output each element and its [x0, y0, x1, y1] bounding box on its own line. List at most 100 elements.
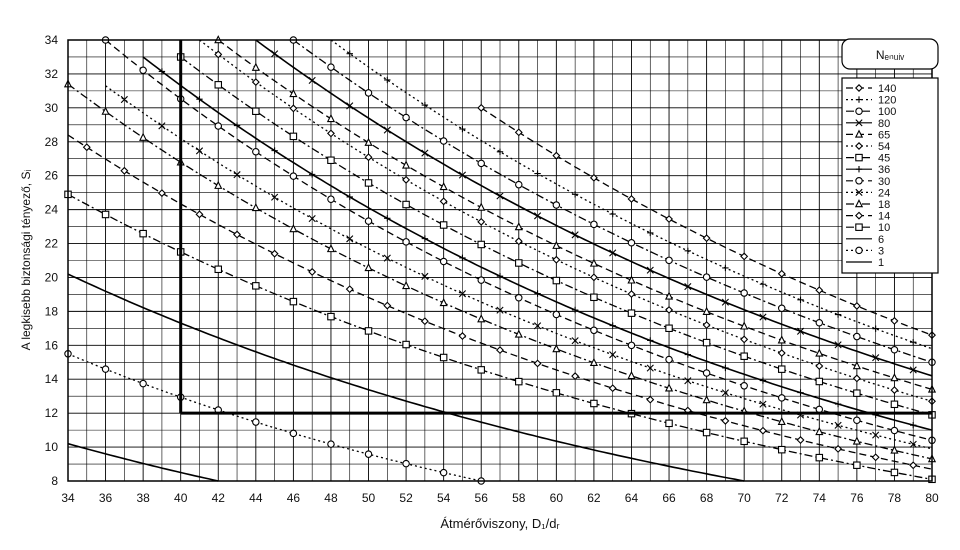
data-point-marker — [384, 215, 391, 222]
y-tick-labels: 8 10 12 14 16 18 20 22 24 26 28 30 32 34 — [45, 33, 59, 488]
data-point-marker — [327, 156, 335, 165]
legend-item: 6 — [846, 234, 884, 246]
data-point-marker — [120, 166, 129, 175]
data-point-marker — [589, 357, 599, 367]
data-point-marker — [855, 142, 863, 150]
data-point-marker — [459, 125, 466, 133]
data-point-marker — [890, 386, 899, 395]
data-point-marker — [534, 290, 541, 297]
data-point-marker — [684, 377, 692, 385]
data-point-marker — [890, 400, 899, 409]
data-point-marker — [815, 286, 824, 295]
data-point-marker — [815, 362, 824, 371]
data-point-marker — [665, 215, 674, 224]
data-point-marker — [477, 202, 486, 211]
legend-item: 120 — [846, 95, 896, 107]
data-point-marker — [909, 440, 917, 448]
data-point-marker — [702, 306, 711, 315]
data-point-marker — [665, 324, 673, 333]
data-point-marker — [383, 254, 391, 262]
data-point-marker — [852, 301, 861, 310]
legend-title: Nₑₙᵤᵢᵥ — [876, 48, 904, 62]
data-point-marker — [627, 194, 636, 203]
legend-item: 3 — [846, 245, 884, 257]
data-point-marker — [815, 426, 824, 436]
data-point-marker — [852, 436, 861, 445]
data-point-marker — [664, 291, 674, 300]
data-point-marker — [759, 400, 767, 408]
data-point-marker — [872, 325, 879, 332]
data-point-marker — [815, 377, 824, 386]
legend-label: 36 — [878, 164, 890, 176]
x-tick-label: 36 — [99, 491, 113, 505]
series-line — [330, 39, 933, 350]
x-tick-label: 58 — [512, 491, 526, 505]
series-line — [67, 83, 933, 460]
data-point-marker — [477, 103, 486, 112]
data-point-marker — [552, 255, 561, 264]
data-point-marker — [439, 257, 448, 266]
x-tick-label: 44 — [249, 491, 263, 505]
y-tick-label: 14 — [45, 372, 59, 386]
x-tick-label: 72 — [775, 491, 789, 505]
data-point-marker — [289, 132, 298, 141]
data-point-marker — [646, 266, 654, 274]
data-point-marker — [364, 137, 373, 146]
data-point-marker — [477, 217, 486, 226]
data-point-marker — [665, 256, 673, 265]
data-point-marker — [308, 214, 316, 223]
data-point-marker — [552, 151, 561, 160]
x-tick-label: 40 — [174, 491, 188, 505]
data-point-marker — [646, 364, 654, 372]
data-point-marker — [609, 249, 617, 257]
data-point-marker — [514, 128, 523, 137]
data-point-marker — [401, 160, 411, 169]
reference-lines — [179, 40, 932, 415]
series-54 — [199, 39, 936, 406]
data-point-marker — [721, 416, 730, 425]
data-point-marker — [552, 201, 561, 209]
x-tick-label: 48 — [324, 491, 338, 505]
x-tick-label: 62 — [587, 491, 601, 505]
data-point-marker — [195, 210, 204, 219]
x-axis-label: Átmérőviszony, D₁/dᵣ — [440, 516, 559, 531]
data-point-marker — [890, 468, 899, 477]
data-point-marker — [646, 395, 655, 404]
data-point-marker — [101, 365, 110, 373]
series-120 — [330, 39, 933, 350]
legend-item: 1 — [846, 257, 884, 269]
legend-item: 140 — [846, 83, 896, 95]
data-point-marker — [82, 143, 91, 152]
data-point-marker — [855, 211, 863, 220]
data-point-marker — [402, 113, 410, 122]
data-point-marker — [777, 445, 786, 454]
data-point-marker — [855, 84, 863, 92]
legend-item: 30 — [846, 176, 890, 188]
legend-label: 45 — [878, 153, 890, 165]
data-point-marker — [665, 419, 673, 428]
data-point-marker — [834, 400, 842, 408]
series-line — [217, 39, 933, 391]
data-point-marker — [684, 351, 692, 358]
data-point-marker — [534, 170, 541, 177]
legend-item: 18 — [846, 199, 890, 211]
data-point-marker — [777, 365, 786, 373]
data-point-marker — [289, 224, 298, 233]
data-point-marker — [571, 337, 579, 345]
legend-item: 14 — [846, 211, 890, 223]
series-3 — [64, 350, 485, 485]
data-point-marker — [552, 389, 561, 397]
data-point-marker — [758, 426, 767, 435]
data-point-marker — [871, 453, 880, 462]
data-point-marker — [853, 332, 861, 341]
data-point-marker — [233, 230, 242, 239]
data-point-marker — [853, 389, 861, 397]
y-tick-label: 8 — [51, 474, 58, 488]
legend-label: 1 — [878, 257, 884, 269]
data-point-marker — [496, 192, 504, 200]
x-tick-label: 70 — [737, 491, 751, 505]
legend-item: 54 — [846, 141, 890, 153]
x-tick-label: 78 — [888, 491, 902, 505]
data-point-marker — [327, 195, 335, 203]
